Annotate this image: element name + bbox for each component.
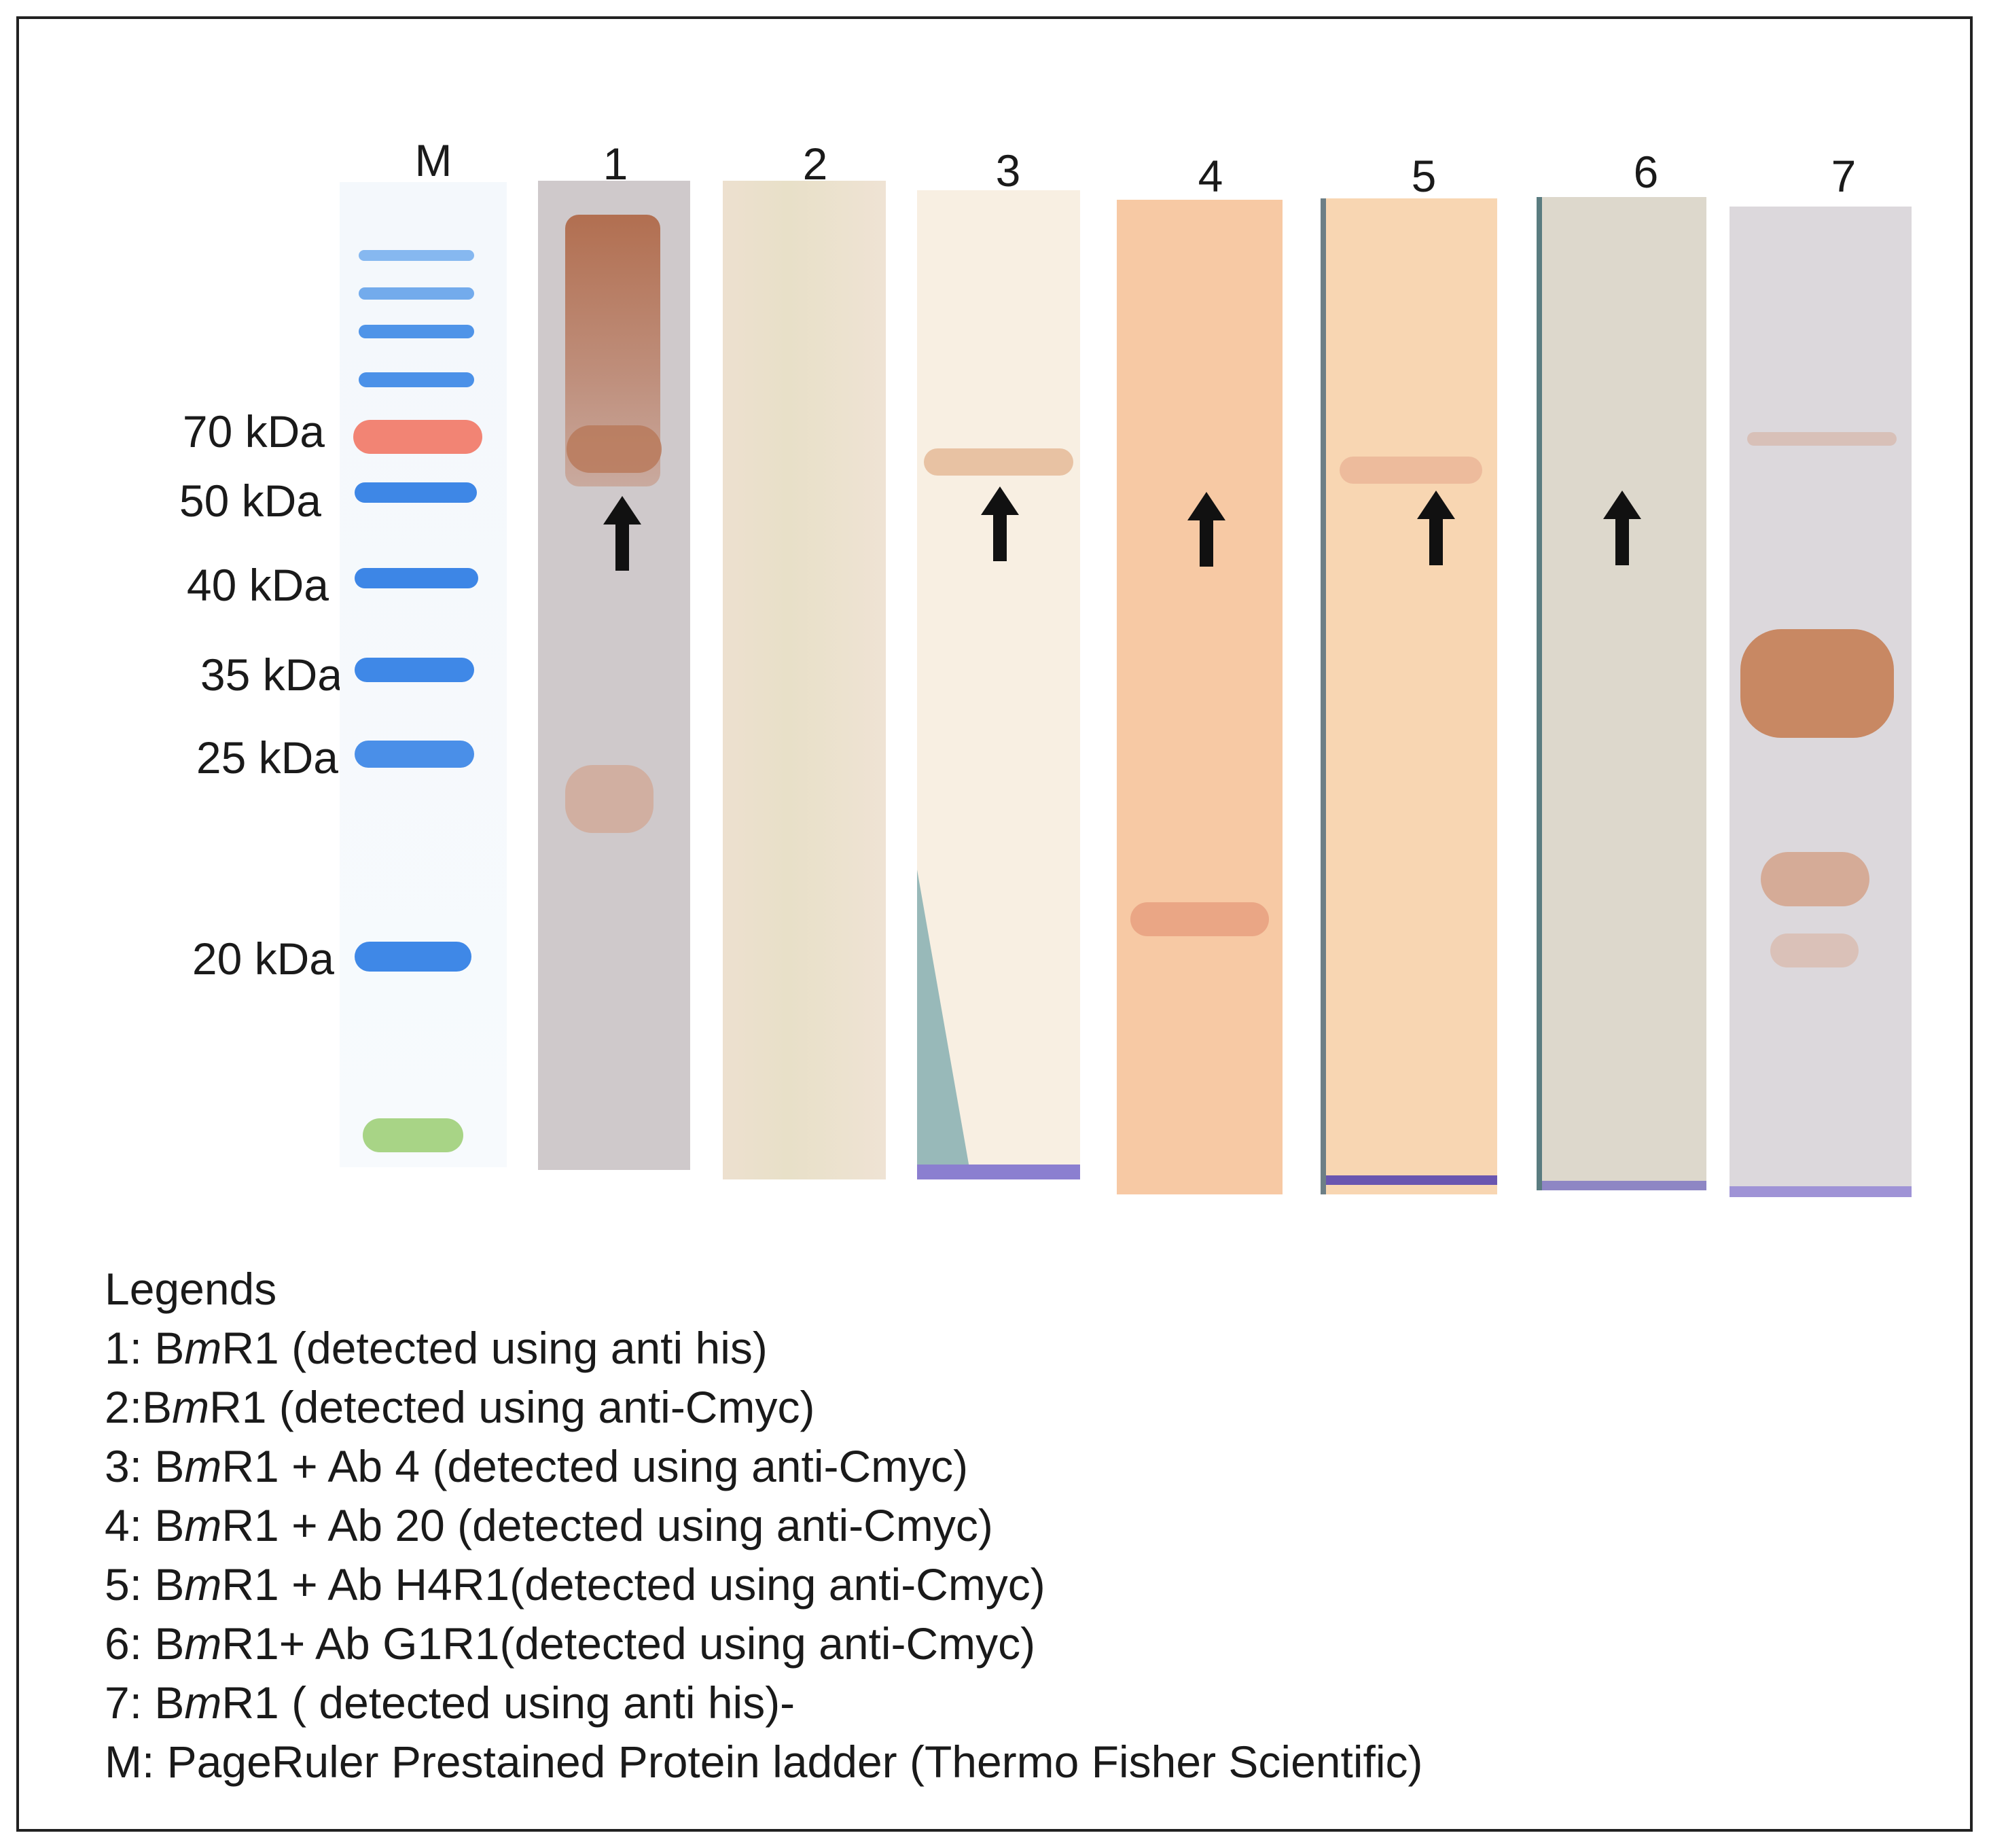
arrow-up-icon xyxy=(1417,491,1455,565)
legend-item-5: 5: BmR1 + Ab H4R1(detected using anti-Cm… xyxy=(105,1559,1045,1610)
blot-band xyxy=(1130,902,1269,936)
blot-edge-shadow xyxy=(917,870,971,1179)
marker-label-70: 70 kDa xyxy=(182,406,325,457)
arrow-up-icon xyxy=(1187,492,1225,567)
blot-lane-4 xyxy=(1117,200,1283,1194)
legend-item-4: 4: BmR1 + Ab 20 (detected using anti-Cmy… xyxy=(105,1500,993,1550)
legend-item-6: 6: BmR1+ Ab G1R1(detected using anti-Cmy… xyxy=(105,1618,1036,1669)
legend-item-1: 1: BmR1 (detected using anti his) xyxy=(105,1323,768,1373)
legend-item-m: M: PageRuler Prestained Protein ladder (… xyxy=(105,1737,1423,1787)
blot-bottom-stain xyxy=(1542,1181,1706,1190)
marker-label-25: 25 kDa xyxy=(196,732,338,783)
figure-frame: M 1 2 3 4 5 6 7 70 kDa 50 kDa 40 kDa 35 … xyxy=(16,16,1973,1832)
legend-item-7: 7: BmR1 ( detected using anti his)- xyxy=(105,1677,795,1728)
blot-band xyxy=(1761,852,1869,906)
legend-item-3: 3: BmR1 + Ab 4 (detected using anti-Cmyc… xyxy=(105,1441,969,1491)
arrow-up-icon xyxy=(981,486,1019,561)
ladder-band xyxy=(359,325,474,338)
blot-band xyxy=(565,765,653,833)
blot-lane-5 xyxy=(1321,198,1497,1194)
marker-label-50: 50 kDa xyxy=(179,476,321,526)
blot-lane-3 xyxy=(917,190,1080,1179)
blot-lane-1 xyxy=(538,181,690,1170)
ladder-lane xyxy=(340,182,507,1167)
lane-label-m: M xyxy=(414,135,452,185)
blot-lane-7 xyxy=(1730,207,1912,1197)
legend-item-2: 2:BmR1 (detected using anti-Cmyc) xyxy=(105,1382,815,1432)
arrow-up-icon xyxy=(603,496,641,571)
blot-band xyxy=(924,448,1073,476)
ladder-band xyxy=(355,942,471,972)
arrow-up-icon xyxy=(1603,491,1641,565)
blot-lane-6 xyxy=(1537,197,1706,1190)
marker-label-35: 35 kDa xyxy=(200,650,342,700)
blot-bottom-stain xyxy=(1326,1175,1497,1185)
ladder-band xyxy=(355,741,474,768)
lane-label-1: 1 xyxy=(603,139,628,189)
blot-band xyxy=(567,425,662,473)
legend: Legends 1: BmR1 (detected using anti his… xyxy=(105,1260,1422,1792)
ladder-band xyxy=(359,250,474,261)
ladder-band xyxy=(359,372,474,387)
ladder-band xyxy=(355,482,477,503)
blot-bottom-stain xyxy=(917,1165,1080,1179)
marker-label-20: 20 kDa xyxy=(192,934,334,984)
blot-band xyxy=(1340,457,1482,484)
blot-lane-2 xyxy=(723,181,886,1179)
blot-band xyxy=(1747,432,1897,446)
lane-label-6: 6 xyxy=(1633,147,1659,197)
lane-label-3: 3 xyxy=(995,145,1021,196)
lane-label-4: 4 xyxy=(1198,151,1223,201)
blot-band xyxy=(1770,934,1859,967)
ladder-band xyxy=(363,1118,463,1152)
blot-band-strong xyxy=(1740,629,1894,738)
lane-label-5: 5 xyxy=(1411,151,1437,201)
ladder-band xyxy=(355,658,474,682)
ladder-band-70kda xyxy=(353,420,482,454)
legend-title: Legends xyxy=(105,1264,277,1314)
blot-bottom-stain xyxy=(1730,1186,1912,1197)
marker-label-40: 40 kDa xyxy=(186,560,329,610)
ladder-band xyxy=(359,287,474,300)
ladder-band xyxy=(355,568,478,588)
lane-label-7: 7 xyxy=(1831,151,1857,201)
lane-label-2: 2 xyxy=(802,139,828,189)
